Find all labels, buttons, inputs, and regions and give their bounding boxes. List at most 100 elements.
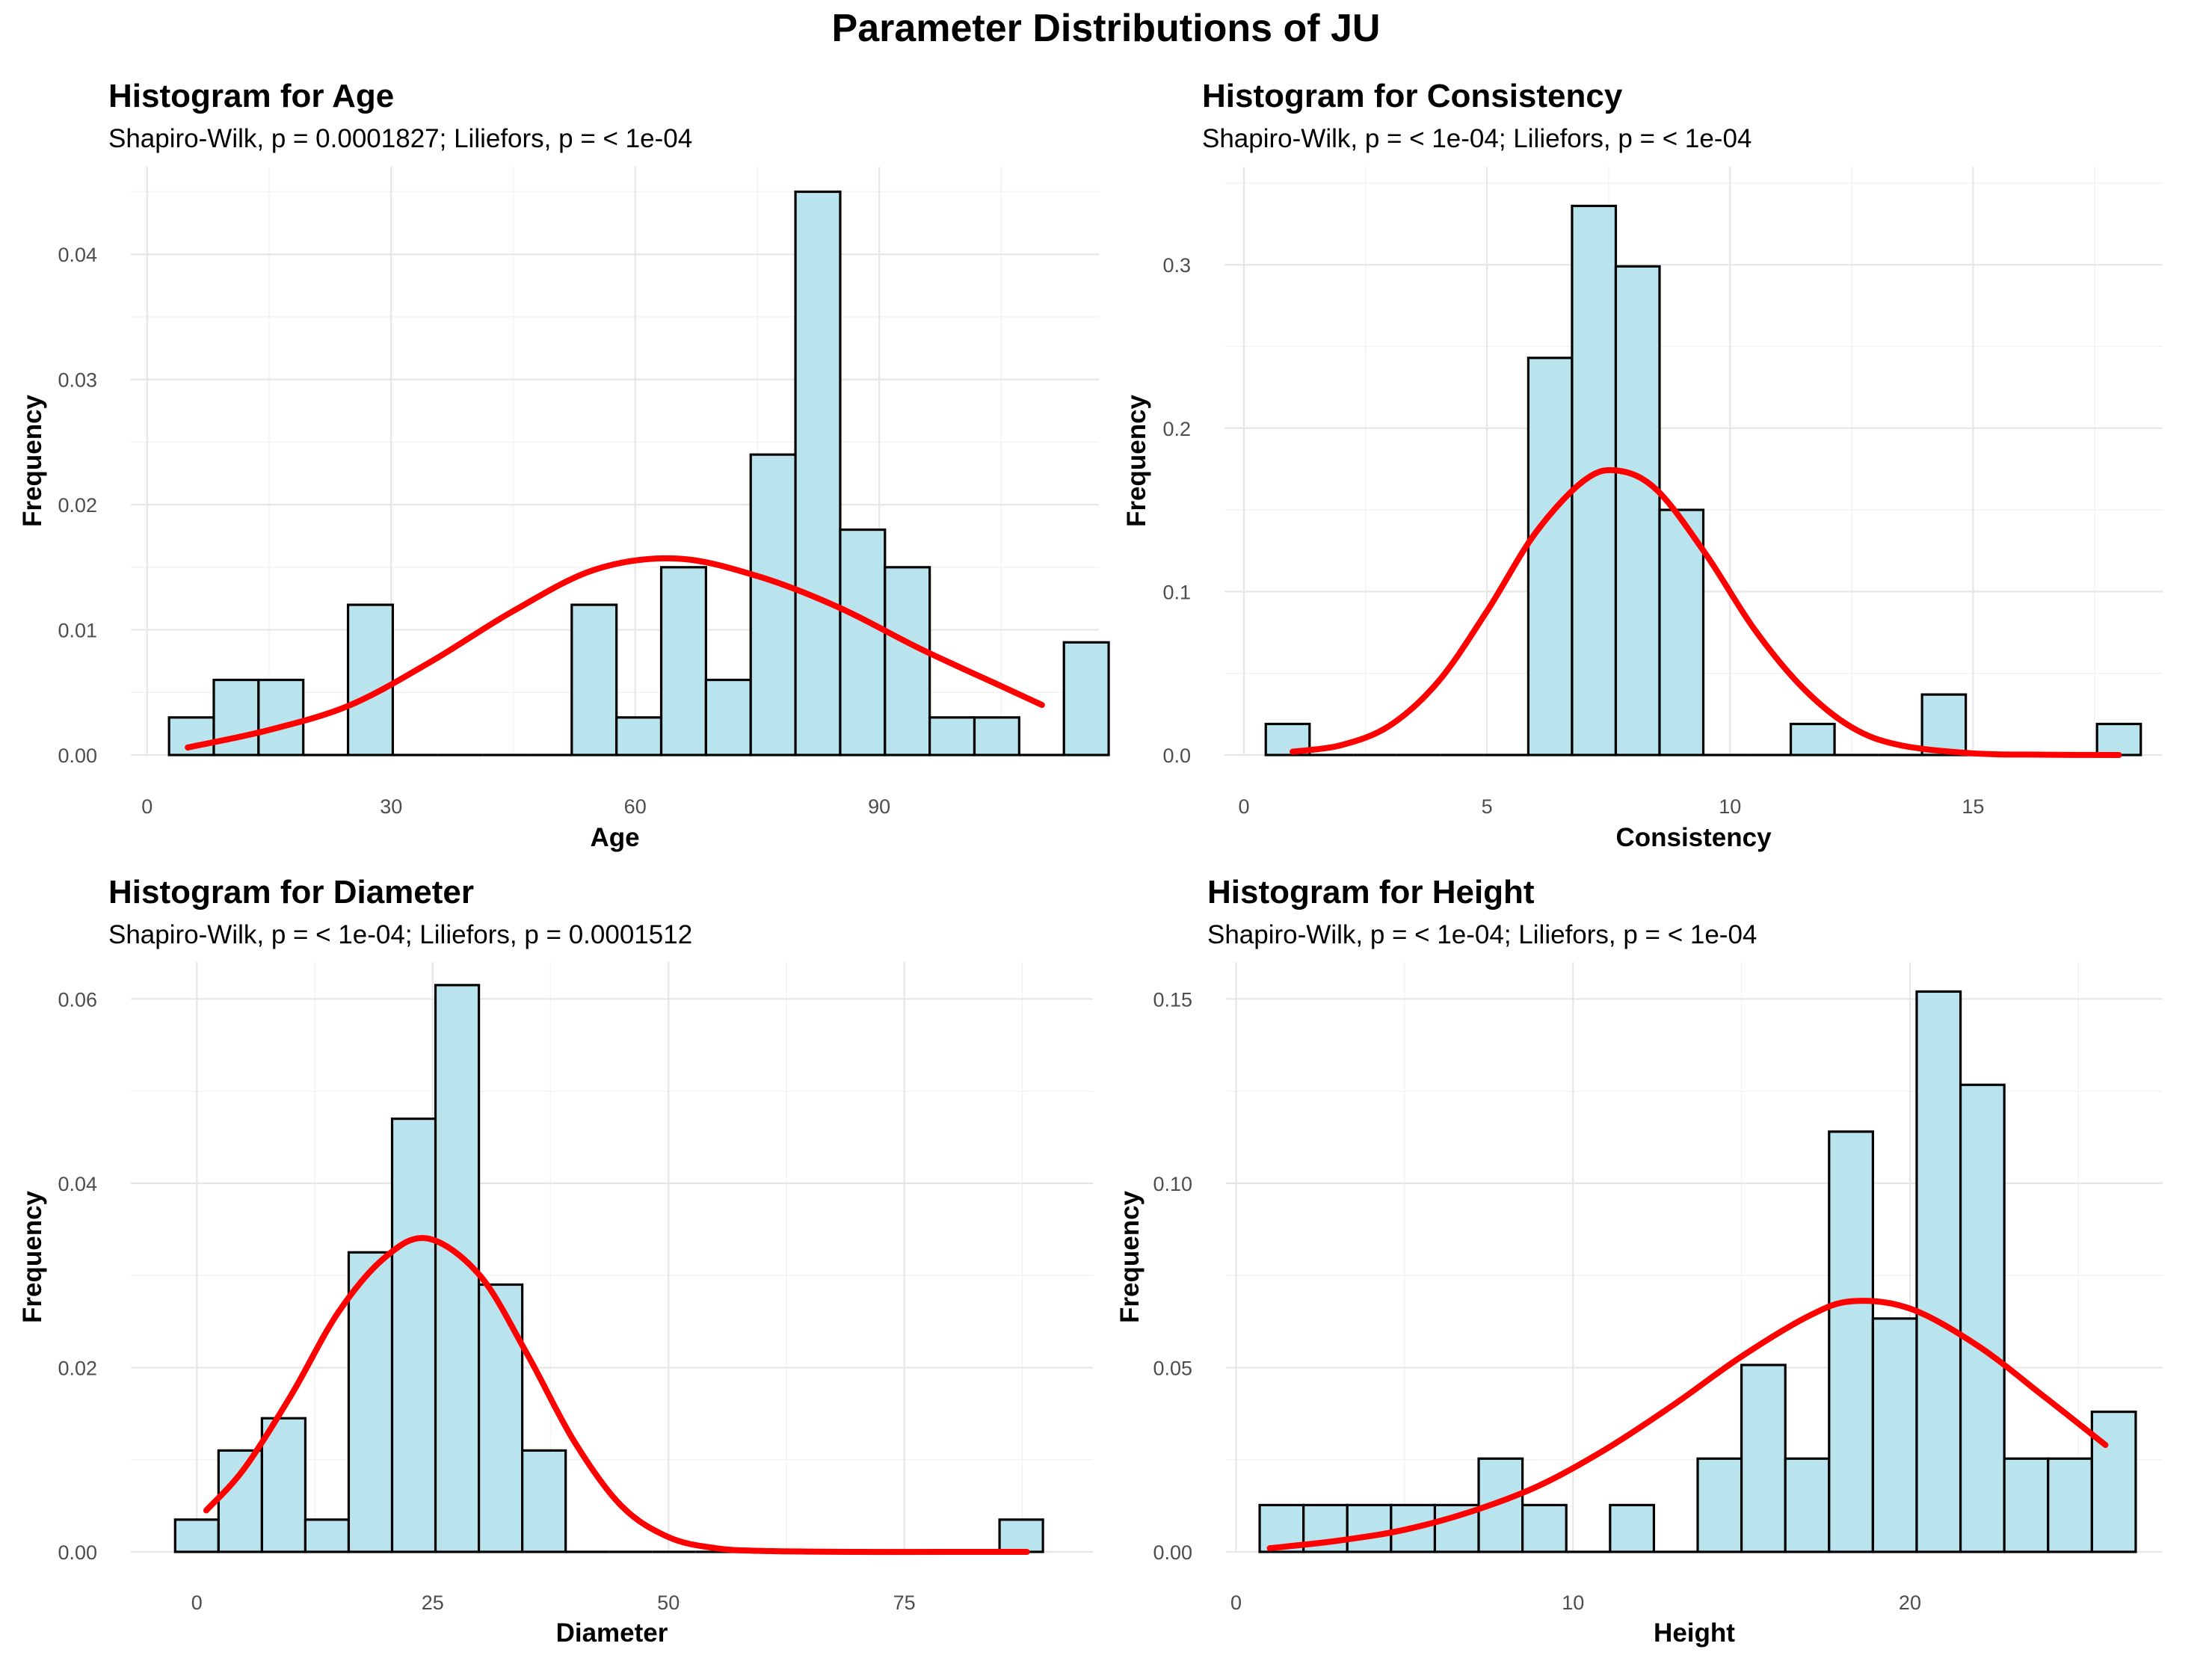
- histogram-bar: [390, 1117, 437, 1553]
- histogram-bar: [2095, 722, 2142, 756]
- x-axis-label: Consistency: [1615, 823, 1772, 852]
- x-tick-label: 90: [868, 795, 890, 818]
- histogram-bar: [1062, 641, 1110, 756]
- y-tick-label: 0.3: [1162, 254, 1191, 277]
- histogram-bar: [347, 1251, 394, 1553]
- x-tick-label: 0: [1238, 795, 1249, 818]
- histogram-bar: [1784, 1457, 1831, 1553]
- histogram-bar: [1959, 1083, 2006, 1553]
- density-curve: [185, 555, 1045, 751]
- y-tick-label: 0.03: [58, 369, 97, 392]
- histogram-bar: [2003, 1457, 2050, 1553]
- y-tick-label: 0.02: [58, 494, 97, 517]
- histogram-bar: [521, 1449, 567, 1553]
- chart-panel-3: 0 25 50 75 0.00 0.02 0.04 0.06 Histogram for Dia…: [18, 874, 1093, 1648]
- histogram-bar: [839, 528, 887, 756]
- histogram-bar: [1828, 1130, 1874, 1553]
- panel-title: Histogram for Height: [1207, 874, 1535, 910]
- y-tick-label: 0.0: [1162, 745, 1191, 767]
- histogram-bar: [794, 190, 842, 756]
- histogram-bar: [1346, 1503, 1393, 1553]
- panel-title: Histogram for Diameter: [108, 874, 474, 910]
- histogram-bar: [1740, 1363, 1787, 1553]
- histogram-bar: [659, 566, 707, 756]
- x-tick-label: 0: [1230, 1591, 1242, 1614]
- chart-panel-1: 0 30 60 90 0.00 0.01 0.02 0.03 0.04 Histogram for…: [18, 78, 1110, 852]
- histogram-bar: [257, 678, 305, 756]
- histogram-bar: [2090, 1411, 2137, 1553]
- histogram-bar: [1920, 693, 1968, 756]
- histogram-bar: [1609, 1503, 1656, 1553]
- panel-subtitle: Shapiro-Wilk, p = < 1e-04; Liliefors, p …: [1207, 920, 1757, 949]
- y-tick-label: 0.2: [1162, 418, 1191, 440]
- y-tick-label: 0.01: [58, 620, 97, 642]
- x-tick-label: 15: [1962, 795, 1984, 818]
- histogram-bar: [749, 453, 797, 756]
- histogram-bar: [1571, 204, 1618, 756]
- x-tick-label: 10: [1562, 1591, 1584, 1614]
- density-curve: [203, 1235, 1030, 1556]
- histogram-bar: [973, 716, 1020, 756]
- x-tick-label: 75: [893, 1591, 916, 1614]
- x-tick-label: 0: [141, 795, 153, 818]
- histogram-bar: [1658, 508, 1705, 756]
- y-tick-label: 0.10: [1153, 1173, 1192, 1195]
- x-tick-label: 50: [657, 1591, 680, 1614]
- y-tick-label: 0.06: [58, 988, 97, 1011]
- y-tick-label: 0.00: [58, 1541, 97, 1564]
- x-axis-label: Age: [590, 823, 639, 852]
- x-tick-label: 60: [624, 795, 647, 818]
- x-axis-label: Height: [1654, 1618, 1735, 1648]
- panel-title: Histogram for Age: [108, 78, 394, 114]
- x-tick-label: 5: [1482, 795, 1493, 818]
- histogram-bar: [1521, 1503, 1568, 1553]
- histogram-bar: [1526, 357, 1574, 756]
- x-tick-label: 10: [1719, 795, 1741, 818]
- x-tick-label: 20: [1899, 1591, 1921, 1614]
- y-axis-label: Frequency: [18, 394, 47, 527]
- histogram-bar: [884, 566, 931, 756]
- histogram-bar: [217, 1449, 263, 1553]
- histogram-bar: [173, 1518, 220, 1553]
- y-axis-label: Frequency: [1115, 1190, 1144, 1323]
- x-tick-label: 0: [191, 1591, 203, 1614]
- x-tick-label: 30: [380, 795, 402, 818]
- y-tick-label: 0.1: [1162, 581, 1191, 603]
- y-tick-label: 0.04: [58, 244, 97, 266]
- histogram-bar: [998, 1518, 1044, 1553]
- y-tick-label: 0.04: [58, 1173, 97, 1195]
- histogram-bar: [304, 1518, 351, 1553]
- y-tick-label: 0.00: [1153, 1541, 1192, 1564]
- main-title: Parameter Distributions of JU: [831, 7, 1381, 50]
- histogram-bar: [260, 1417, 307, 1553]
- histogram-bar: [928, 716, 976, 756]
- y-axis-label: Frequency: [18, 1190, 47, 1323]
- histogram-bar: [704, 678, 752, 756]
- histogram-bar: [570, 603, 618, 756]
- histogram-bar: [346, 603, 395, 756]
- histogram-bar: [1915, 990, 1962, 1553]
- density-curve: [1266, 1298, 2109, 1552]
- histogram-bar: [1789, 722, 1836, 756]
- panel-subtitle: Shapiro-Wilk, p = 0.0001827; Liliefors, …: [108, 124, 692, 153]
- y-tick-label: 0.15: [1153, 988, 1192, 1011]
- histogram-bar: [2047, 1457, 2093, 1553]
- x-axis-label: Diameter: [556, 1618, 668, 1648]
- y-tick-label: 0.02: [58, 1357, 97, 1379]
- histogram-bar: [1871, 1317, 1918, 1553]
- histogram-bar: [477, 1283, 524, 1553]
- panel-subtitle: Shapiro-Wilk, p = < 1e-04; Liliefors, p …: [108, 920, 692, 949]
- histogram-bar: [615, 716, 663, 756]
- histogram-bar: [1696, 1457, 1743, 1553]
- chart-panel-2: 0 5 10 15 0.0 0.1 0.2 0.3 Histogram for Consiste…: [1122, 78, 2163, 852]
- histogram-bar: [1614, 265, 1661, 756]
- x-tick-label: 25: [422, 1591, 444, 1614]
- y-tick-label: 0.05: [1153, 1357, 1192, 1379]
- panel-subtitle: Shapiro-Wilk, p = < 1e-04; Liliefors, p …: [1202, 124, 1752, 153]
- chart-panel-4: 0 10 20 0.00 0.05 0.10 0.15 Histogram for Heigh…: [1115, 874, 2163, 1648]
- y-axis-label: Frequency: [1122, 394, 1151, 527]
- y-tick-label: 0.00: [58, 745, 97, 767]
- panel-title: Histogram for Consistency: [1202, 78, 1623, 114]
- density-curve: [1290, 466, 2122, 758]
